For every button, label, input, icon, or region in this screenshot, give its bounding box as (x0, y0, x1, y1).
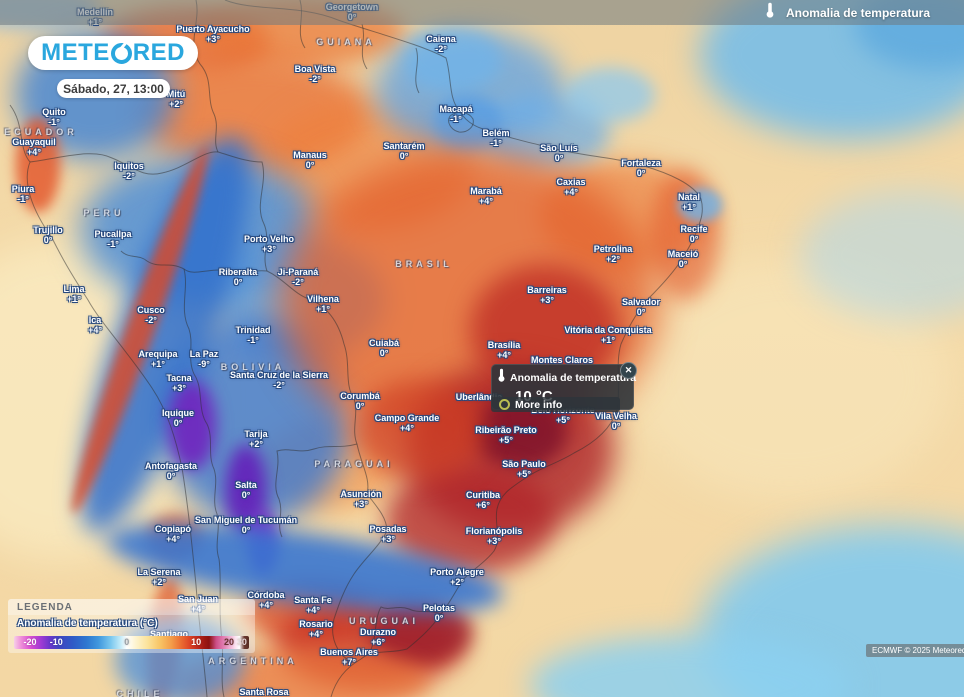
city-label: La Paz -9° (189, 349, 219, 369)
city-label: São Paulo +5° (502, 459, 546, 479)
city-label: San Miguel de Tucumán 0° (194, 515, 298, 535)
city-label: Macapá -1° (439, 104, 473, 124)
city-label: Trinidad -1° (235, 325, 271, 345)
city-label: Rosario +4° (299, 619, 333, 639)
meteored-logo[interactable]: METE RED (28, 36, 198, 70)
city-label: Petrolina +2° (593, 244, 633, 264)
logo-o-icon (110, 42, 132, 64)
city-label: Marabá +4° (470, 186, 502, 206)
city-label: Piura -1° (11, 184, 35, 204)
city-label: Ji-Paraná -2° (277, 267, 319, 287)
city-label: Lima +1° (63, 284, 85, 304)
city-label: Brasília +4° (487, 340, 521, 360)
thermometer-icon (766, 2, 774, 23)
tooltip-close-button[interactable]: ✕ (620, 362, 637, 379)
country-label: GUIANA (316, 37, 376, 47)
city-label: Manaus 0° (293, 150, 327, 170)
logo-text-left: METE (41, 39, 110, 66)
tooltip-title: Anomalia de temperatura (510, 371, 637, 384)
legend-tick: 10 (191, 637, 202, 647)
legend-tick: -20 (23, 637, 37, 647)
info-icon (499, 399, 510, 410)
city-label: Quito -1° (42, 107, 66, 127)
more-info-button[interactable]: More info (491, 397, 620, 412)
legend-label: Anomalia de temperatura (°C) (17, 618, 158, 629)
city-label: Caiena -2° (426, 34, 456, 54)
city-label: Tarija +2° (244, 429, 268, 449)
city-label: Arequipa +1° (138, 349, 178, 369)
country-label: ARGENTINA (208, 656, 298, 666)
datetime-pill[interactable]: Sábado, 27, 13:00 (57, 79, 170, 98)
city-label: Antofagasta 0° (144, 461, 198, 481)
city-label: Iquitos -2° (114, 161, 144, 181)
legend-tick: 0 (124, 637, 130, 647)
city-label: Santa Cruz de la Sierra -2° (229, 370, 329, 390)
legend-color-scale: -20 -10 0 10 20 30 (14, 636, 249, 649)
city-label: Ica +4° (88, 315, 102, 335)
city-label: Caxias +4° (556, 177, 586, 197)
legend-tick: -10 (49, 637, 63, 647)
city-label: Pelotas 0° (422, 603, 456, 623)
city-label: Maceió 0° (667, 249, 699, 269)
city-label: Mitú +2° (166, 89, 186, 109)
country-label: ECUADOR (4, 127, 78, 137)
city-label: Santarém 0° (383, 141, 425, 161)
city-label: Buenos Aires +7° (320, 647, 378, 667)
thermometer-icon (498, 368, 505, 387)
country-label: BOLIVIA (220, 362, 286, 372)
city-label: Natal +1° (677, 192, 701, 212)
city-label: São Luís 0° (540, 143, 578, 163)
city-label: Recife 0° (680, 224, 708, 244)
city-label: Posadas +3° (369, 524, 407, 544)
city-label: Fortaleza 0° (621, 158, 661, 178)
city-label: Corumbá 0° (340, 391, 380, 411)
country-label: BRASIL (395, 259, 453, 269)
legend: LEGENDA Anomalia de temperatura (°C) -20… (8, 599, 255, 653)
city-label: Florianópolis +3° (465, 526, 523, 546)
city-label: La Serena +2° (137, 567, 181, 587)
more-info-label: More info (515, 398, 563, 411)
country-label: CHILE (116, 689, 164, 697)
city-label: Cusco -2° (137, 305, 165, 325)
city-label: Trujillo 0° (33, 225, 63, 245)
city-label: Porto Velho +3° (243, 234, 295, 254)
legend-tick: 30 (236, 637, 247, 647)
top-bar: Anomalia de temperatura (0, 0, 964, 25)
city-label: Porto Alegre +2° (430, 567, 484, 587)
city-label: Riberalta 0° (218, 267, 258, 287)
city-label: Barreiras +3° (527, 285, 567, 305)
city-label: Santa Fe +4° (294, 595, 332, 615)
city-label: Tacna +3° (166, 373, 192, 393)
layer-title: Anomalia de temperatura (785, 5, 930, 20)
attribution: ECMWF © 2025 Meteored (866, 644, 964, 657)
city-label: Cuiabá 0° (368, 338, 400, 358)
city-label: Campo Grande +4° (374, 413, 440, 433)
logo-text-right: RED (132, 39, 185, 66)
legend-tick: 20 (224, 637, 235, 647)
city-label: Curitiba +6° (465, 490, 501, 510)
city-label: Ribeirão Preto +5° (475, 425, 537, 445)
country-label: PERU (83, 208, 125, 218)
city-label: Salta 0° (235, 480, 257, 500)
legend-header: LEGENDA (8, 599, 255, 615)
city-label: Belém -1° (482, 128, 510, 148)
city-label: Vila Velha 0° (595, 411, 637, 431)
city-label: Copiapó +4° (155, 524, 191, 544)
city-label: Guayaquil +4° (12, 137, 56, 157)
city-label: Asunción +3° (340, 489, 382, 509)
city-label: Durazno +6° (360, 627, 396, 647)
city-label: Iquique 0° (162, 408, 194, 428)
city-label: Salvador 0° (621, 297, 661, 317)
city-label: Boa Vista -2° (294, 64, 336, 84)
country-label: URUGUAI (349, 616, 419, 626)
city-label: Vilhena +1° (307, 294, 339, 314)
city-label: Santa Rosa (239, 687, 289, 697)
city-label: Pucallpa -1° (94, 229, 132, 249)
country-label: PARAGUAI (314, 459, 394, 469)
city-label: Vitória da Conquista +1° (564, 325, 652, 345)
